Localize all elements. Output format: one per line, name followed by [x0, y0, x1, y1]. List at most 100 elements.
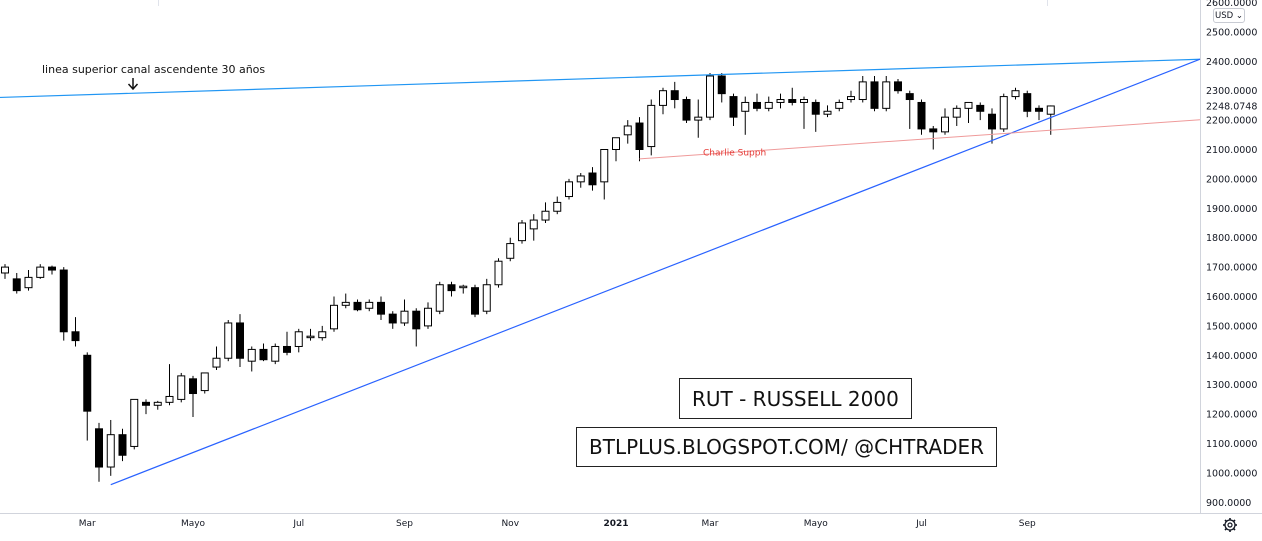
candle[interactable] — [189, 375, 197, 418]
candle[interactable] — [1023, 90, 1032, 118]
candle[interactable] — [412, 308, 421, 347]
candle[interactable] — [36, 264, 45, 279]
candle[interactable] — [424, 302, 432, 329]
candle[interactable] — [247, 346, 256, 372]
candle[interactable] — [988, 108, 996, 144]
candle[interactable] — [83, 352, 92, 441]
candle[interactable] — [905, 90, 914, 129]
candle[interactable] — [177, 372, 186, 403]
candle[interactable] — [259, 343, 268, 362]
candle[interactable] — [377, 296, 385, 321]
candle[interactable] — [365, 299, 374, 312]
candle[interactable] — [623, 120, 632, 144]
candle[interactable] — [776, 93, 785, 109]
gear-icon[interactable] — [1223, 518, 1237, 532]
candle[interactable] — [635, 117, 644, 162]
candle[interactable] — [388, 311, 397, 329]
support-trendline[interactable] — [110, 58, 1201, 486]
candle[interactable] — [283, 331, 291, 356]
candle[interactable] — [142, 399, 150, 415]
candle[interactable] — [318, 325, 327, 341]
candle[interactable] — [811, 99, 820, 132]
candle[interactable] — [929, 125, 938, 150]
candle[interactable] — [659, 87, 667, 115]
candle[interactable] — [400, 299, 409, 326]
candle[interactable] — [353, 299, 362, 312]
candle[interactable] — [741, 96, 750, 135]
candle[interactable] — [447, 281, 456, 297]
candle[interactable] — [71, 317, 80, 347]
candle[interactable] — [999, 93, 1008, 132]
candle[interactable] — [529, 214, 538, 241]
candle[interactable] — [294, 328, 303, 353]
candle[interactable] — [952, 105, 961, 126]
price-axis[interactable]: 900.0000 1000.0000 1100.0000 1200.0000 1300.… — [1206, 0, 1257, 509]
candle[interactable] — [106, 419, 115, 476]
candle[interactable] — [764, 96, 773, 112]
candle[interactable] — [553, 196, 562, 215]
candle[interactable] — [858, 76, 867, 103]
candle[interactable] — [95, 422, 103, 482]
candle[interactable] — [494, 258, 503, 288]
candle[interactable] — [24, 270, 33, 291]
currency-dropdown[interactable]: USD ⌄ — [1213, 8, 1245, 23]
candle[interactable] — [59, 267, 68, 341]
candle[interactable] — [753, 93, 761, 112]
time-axis[interactable]: Mar Mayo Jul Sep Nov 2021 Mar Mayo Jul Sep — [79, 519, 1036, 529]
candle[interactable] — [482, 278, 491, 315]
candle[interactable] — [541, 202, 550, 223]
candle[interactable] — [964, 101, 973, 124]
candle[interactable] — [612, 137, 620, 162]
candle[interactable] — [130, 398, 139, 450]
candle[interactable] — [800, 96, 808, 129]
candle-body-up — [776, 99, 785, 103]
candle[interactable] — [788, 87, 797, 106]
candle[interactable] — [976, 102, 985, 121]
candle[interactable] — [835, 99, 844, 112]
candle[interactable] — [694, 99, 703, 138]
candle[interactable] — [341, 293, 350, 309]
charlie-supph-trendline[interactable] — [639, 119, 1201, 160]
candle[interactable] — [729, 93, 738, 126]
candle[interactable] — [706, 73, 714, 121]
candle[interactable] — [118, 428, 127, 462]
candle[interactable] — [153, 400, 162, 410]
candle[interactable] — [1035, 105, 1043, 121]
candle-body-up — [224, 322, 233, 359]
candle[interactable] — [224, 320, 233, 362]
candle[interactable] — [200, 372, 209, 394]
candle[interactable] — [12, 272, 21, 294]
candle[interactable] — [588, 167, 597, 191]
candle[interactable] — [647, 99, 656, 156]
candle[interactable] — [823, 105, 832, 118]
candle[interactable] — [576, 173, 585, 188]
candle[interactable] — [847, 90, 855, 103]
candle[interactable] — [894, 78, 902, 94]
candle[interactable] — [271, 343, 280, 365]
candle[interactable] — [565, 178, 573, 200]
candle[interactable] — [435, 281, 444, 315]
candle[interactable] — [212, 346, 221, 370]
candle[interactable] — [682, 96, 691, 124]
candle[interactable] — [1011, 87, 1020, 100]
candle[interactable] — [670, 81, 679, 109]
candle[interactable] — [306, 328, 315, 341]
candle[interactable] — [518, 220, 526, 244]
candle[interactable] — [48, 265, 56, 275]
candle[interactable] — [870, 76, 879, 112]
candle[interactable] — [459, 284, 468, 294]
candle[interactable] — [506, 237, 515, 262]
candle[interactable] — [165, 364, 174, 406]
channel-upper-trendline[interactable] — [0, 58, 1201, 99]
candle[interactable] — [236, 314, 244, 368]
candle[interactable] — [882, 76, 891, 112]
candle[interactable] — [600, 149, 609, 200]
candle-body-up — [1046, 105, 1055, 115]
y-tick-label: 1900.0000 — [1206, 204, 1257, 215]
candle[interactable] — [330, 296, 338, 332]
candle[interactable] — [941, 108, 949, 135]
candle[interactable] — [1, 264, 9, 279]
candle[interactable] — [917, 99, 926, 135]
candle[interactable] — [471, 284, 479, 318]
